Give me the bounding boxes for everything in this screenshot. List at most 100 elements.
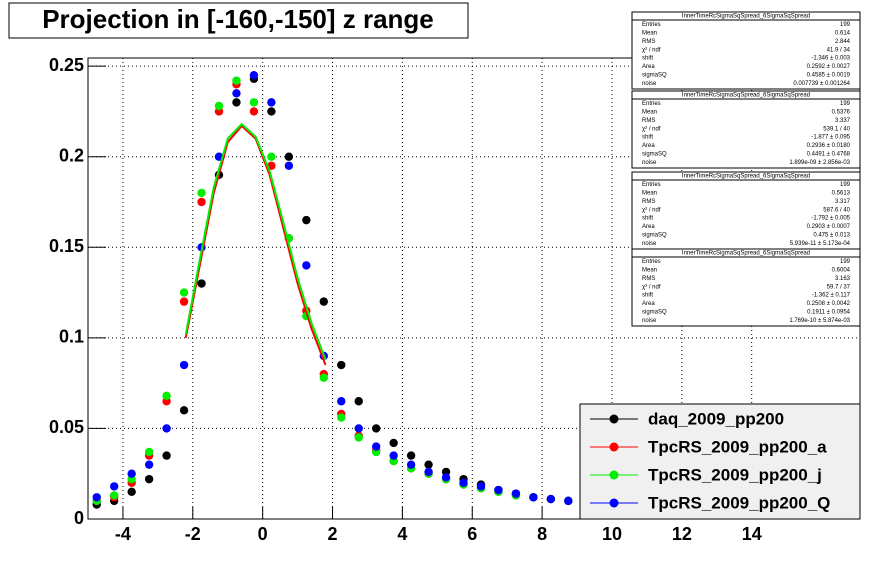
- data-point: [529, 493, 538, 502]
- stats-label: shift: [642, 56, 653, 62]
- data-point: [249, 107, 259, 116]
- data-point: [406, 451, 416, 460]
- data-point: [494, 485, 503, 495]
- stats-value: 3.337: [835, 118, 851, 124]
- y-tick-label: 0.2: [59, 145, 84, 165]
- stats-value: 1.899e-09 ± 2.856e-03: [789, 160, 850, 166]
- stats-label: noise: [642, 160, 657, 166]
- x-tick-label: 10: [602, 524, 622, 544]
- stats-label: sigmaSQ: [642, 232, 667, 238]
- stats-value: 2.844: [835, 39, 851, 45]
- x-tick-label: 12: [672, 524, 692, 544]
- legend-marker: [609, 442, 619, 452]
- stats-label: Area: [642, 301, 655, 307]
- data-point: [354, 397, 363, 406]
- y-tick-label: 0.1: [59, 327, 84, 347]
- stats-label: noise: [642, 318, 657, 324]
- stats-value: 199: [840, 101, 851, 107]
- legend-marker: [609, 414, 619, 424]
- stats-value: 59.7 / 37: [827, 284, 851, 290]
- x-tick-label: -4: [115, 524, 131, 544]
- stats-value: 41.9 / 34: [827, 47, 851, 53]
- stats-value: 0.2903 ± 0.0007: [807, 224, 851, 230]
- x-tick-label: 2: [328, 524, 338, 544]
- data-point: [319, 373, 328, 382]
- data-point: [337, 360, 346, 370]
- data-point: [267, 152, 276, 161]
- stats-label: Mean: [642, 190, 657, 196]
- stats-value: -1.362 ± 0.117: [812, 293, 851, 299]
- stats-value: 0.6004: [832, 267, 851, 273]
- stats-label: Area: [642, 224, 655, 230]
- title-box: [8, 2, 469, 39]
- stats-value: 199: [840, 182, 851, 188]
- stats-value: 0.614: [835, 30, 851, 36]
- stats-label: RMS: [642, 276, 655, 282]
- data-point: [127, 469, 136, 478]
- legend-marker: [609, 498, 619, 508]
- data-point: [249, 71, 259, 80]
- data-point: [144, 460, 154, 469]
- data-point: [232, 76, 241, 85]
- stats-value: -1.877 ± 0.095: [811, 135, 850, 141]
- stats-label: Entries: [642, 182, 661, 188]
- stats-label: Mean: [642, 30, 657, 36]
- stats-value: 5.939e-11 ± 5.173e-04: [790, 241, 851, 247]
- stats-value: 0.2508 ± 0.0042: [807, 301, 851, 307]
- legend-label: daq_2009_pp200: [648, 409, 784, 428]
- stats-label: Entries: [642, 22, 661, 28]
- data-point: [144, 447, 154, 457]
- data-point: [232, 98, 241, 107]
- data-point: [476, 482, 486, 491]
- data-point: [127, 487, 136, 497]
- data-point: [179, 360, 189, 370]
- stats-title: InnerTimeRcSigmaSqSpread_6SigmaSqSpread: [682, 251, 810, 257]
- stats-label: RMS: [642, 118, 655, 124]
- stats-label: sigmaSQ: [642, 151, 667, 157]
- stats-label: shift: [642, 216, 653, 222]
- data-point: [406, 460, 416, 469]
- data-point: [267, 98, 276, 107]
- stats-label: RMS: [642, 39, 655, 45]
- data-point: [92, 493, 101, 502]
- stats-value: 539.1 / 40: [823, 126, 850, 132]
- x-tick-label: 14: [742, 524, 762, 544]
- stats-value: 0.007739 ± 0.001264: [793, 81, 850, 87]
- stats-value: -1.346 ± 0.003: [811, 56, 850, 62]
- data-point: [424, 460, 433, 469]
- stats-title: InnerTimeRcSigmaSqSpread_6SigmaSqSpread: [682, 174, 810, 180]
- x-tick-label: 8: [537, 524, 547, 544]
- stats-box: [631, 248, 861, 327]
- data-point: [232, 89, 241, 98]
- y-tick-label: 0.25: [49, 55, 84, 75]
- stats-label: sigmaSQ: [642, 72, 667, 78]
- data-point: [302, 215, 311, 225]
- data-point: [162, 391, 171, 401]
- data-point: [109, 491, 119, 500]
- stats-label: Area: [642, 64, 655, 70]
- x-tick-label: 6: [467, 524, 477, 544]
- chart-title: Projection in [-160,-150] z range: [42, 4, 434, 34]
- data-point: [319, 297, 328, 306]
- legend-label: TpcRS_2009_pp200_Q: [648, 493, 830, 512]
- stats-value: 0.4491 ± 0.4768: [807, 151, 851, 157]
- data-point: [371, 424, 381, 433]
- stats-title: InnerTimeRcSigmaSqSpread_6SigmaSqSpread: [682, 93, 810, 99]
- stats-box: [631, 90, 861, 169]
- data-point: [546, 494, 556, 504]
- x-tick-label: 4: [397, 524, 407, 544]
- stats-value: 199: [840, 259, 851, 265]
- data-point: [337, 413, 346, 422]
- stats-label: RMS: [642, 199, 655, 205]
- stats-label: noise: [642, 241, 657, 247]
- stats-box: [631, 11, 861, 90]
- legend-box: [579, 403, 861, 520]
- data-point: [284, 161, 294, 170]
- stats-label: χ² / ndf: [642, 126, 661, 132]
- stats-value: -1.792 ± 0.005: [811, 216, 850, 222]
- data-point: [459, 478, 468, 487]
- data-point: [267, 107, 276, 116]
- data-point: [389, 451, 398, 460]
- legend-label: TpcRS_2009_pp200_j: [648, 465, 822, 484]
